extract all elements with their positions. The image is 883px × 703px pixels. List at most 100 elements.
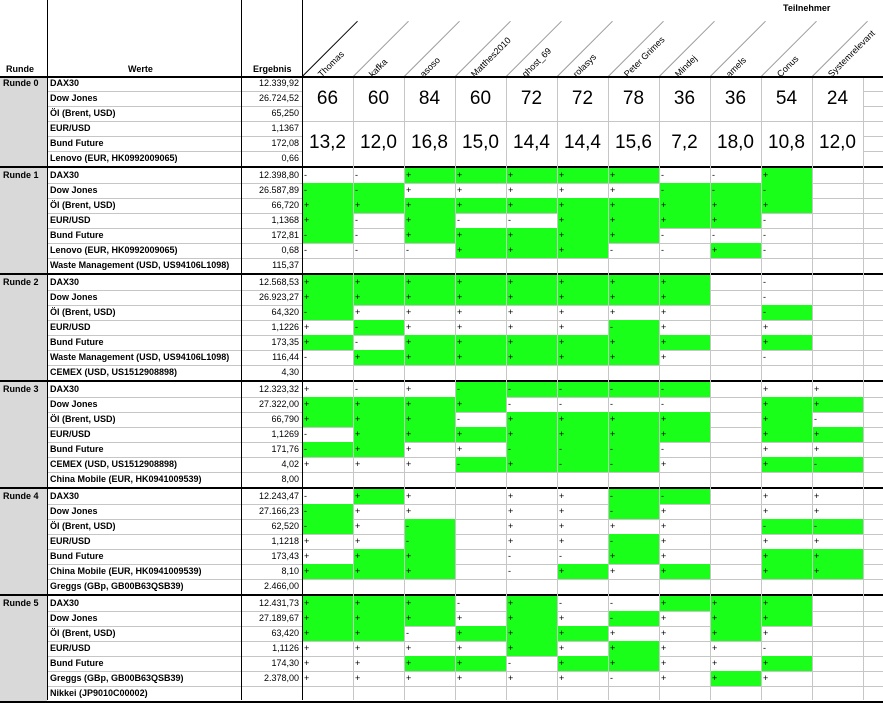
green-cell bbox=[761, 457, 812, 472]
tip-sign: + bbox=[559, 277, 565, 287]
participant-name[interactable]: rolasys bbox=[571, 51, 599, 80]
tip-sign: + bbox=[457, 277, 463, 287]
participant-name[interactable]: ghost_69 bbox=[520, 45, 554, 80]
tip-sign: + bbox=[763, 384, 769, 394]
tip-sign: - bbox=[712, 230, 715, 240]
tip-sign: + bbox=[661, 566, 667, 576]
tip-sign: + bbox=[355, 536, 361, 546]
green-cell bbox=[557, 213, 608, 228]
asset-name: DAX30 bbox=[50, 277, 80, 287]
green-cell bbox=[608, 489, 659, 504]
tip-sign: + bbox=[457, 628, 463, 638]
tip-sign: + bbox=[610, 429, 616, 439]
round-separator bbox=[0, 273, 883, 275]
green-cell bbox=[455, 168, 506, 183]
tip-sign: + bbox=[763, 399, 769, 409]
green-cell bbox=[506, 198, 557, 213]
tip-sign: + bbox=[457, 643, 463, 653]
tip-sign: - bbox=[661, 170, 664, 180]
green-cell bbox=[608, 382, 659, 397]
green-cell bbox=[557, 275, 608, 290]
asset-name: Lenovo (EUR, HK0992009065) bbox=[50, 245, 178, 255]
participant-name[interactable]: Peter Grimes bbox=[622, 34, 667, 80]
tip-sign: - bbox=[559, 551, 562, 561]
green-cell bbox=[557, 168, 608, 183]
green-cell bbox=[506, 290, 557, 305]
score-value: 15,6 bbox=[608, 132, 659, 154]
header-werte: Werte bbox=[128, 64, 153, 74]
row-separator bbox=[47, 121, 883, 122]
asset-name: Greggs (GBp, GB00B63QSB39) bbox=[50, 581, 184, 591]
result-value: 174,30 bbox=[271, 658, 299, 668]
tip-sign: + bbox=[304, 551, 310, 561]
green-cell bbox=[761, 168, 812, 183]
green-cell bbox=[710, 596, 761, 611]
green-cell bbox=[302, 183, 353, 198]
tip-sign: + bbox=[355, 307, 361, 317]
tip-sign: + bbox=[763, 337, 769, 347]
score-value: 15,0 bbox=[455, 132, 506, 154]
tip-sign: + bbox=[508, 185, 514, 195]
tip-sign: + bbox=[406, 506, 412, 516]
green-cell bbox=[659, 183, 710, 198]
col-line-participant bbox=[812, 76, 813, 700]
participant-name[interactable]: Matthes2010 bbox=[469, 35, 513, 80]
tip-sign: - bbox=[763, 215, 766, 225]
result-value: 65,250 bbox=[271, 108, 299, 118]
tip-sign: + bbox=[406, 613, 412, 623]
green-cell bbox=[302, 626, 353, 641]
tip-sign: + bbox=[355, 414, 361, 424]
tip-sign: + bbox=[508, 598, 514, 608]
tip-sign: - bbox=[304, 506, 307, 516]
round-separator bbox=[0, 380, 883, 382]
result-value: 63,420 bbox=[271, 628, 299, 638]
tip-sign: - bbox=[355, 322, 358, 332]
tip-sign: - bbox=[610, 399, 613, 409]
score-value: 10,8 bbox=[761, 132, 812, 154]
green-cell bbox=[353, 442, 404, 457]
asset-name: DAX30 bbox=[50, 491, 80, 501]
tip-sign: + bbox=[304, 643, 310, 653]
tip-sign: + bbox=[304, 399, 310, 409]
green-cell bbox=[404, 564, 455, 579]
green-cell bbox=[557, 564, 608, 579]
tip-sign: - bbox=[610, 444, 613, 454]
tip-sign: + bbox=[661, 551, 667, 561]
green-cell bbox=[506, 641, 557, 656]
score-value: 16,8 bbox=[404, 132, 455, 154]
tip-sign: + bbox=[508, 536, 514, 546]
tip-sign: + bbox=[610, 521, 616, 531]
green-cell bbox=[659, 213, 710, 228]
asset-name: EUR/USD bbox=[50, 429, 91, 439]
green-cell bbox=[455, 397, 506, 412]
green-cell bbox=[506, 596, 557, 611]
tip-sign: - bbox=[304, 521, 307, 531]
tip-sign: + bbox=[559, 628, 565, 638]
tip-sign: + bbox=[559, 307, 565, 317]
green-cell bbox=[761, 564, 812, 579]
green-cell bbox=[557, 335, 608, 350]
result-value: 1,1226 bbox=[271, 322, 299, 332]
green-cell bbox=[302, 611, 353, 626]
points-value: 54 bbox=[761, 88, 812, 110]
points-value: 72 bbox=[506, 88, 557, 110]
green-cell bbox=[404, 549, 455, 564]
tip-sign: + bbox=[304, 613, 310, 623]
green-cell bbox=[455, 335, 506, 350]
tip-sign: + bbox=[610, 307, 616, 317]
tip-sign: - bbox=[355, 170, 358, 180]
asset-name: Öl (Brent, USD) bbox=[50, 200, 116, 210]
participant-name[interactable]: Thomas bbox=[316, 49, 347, 80]
tip-sign: + bbox=[763, 200, 769, 210]
tip-sign: + bbox=[457, 292, 463, 302]
tip-sign: + bbox=[712, 598, 718, 608]
tip-sign: - bbox=[661, 245, 664, 255]
green-cell bbox=[353, 397, 404, 412]
tip-sign: + bbox=[610, 215, 616, 225]
tip-sign: - bbox=[304, 429, 307, 439]
tip-sign: - bbox=[610, 536, 613, 546]
green-cell bbox=[506, 350, 557, 365]
tip-sign: + bbox=[559, 658, 565, 668]
green-cell bbox=[404, 168, 455, 183]
asset-name: Bund Future bbox=[50, 444, 104, 454]
